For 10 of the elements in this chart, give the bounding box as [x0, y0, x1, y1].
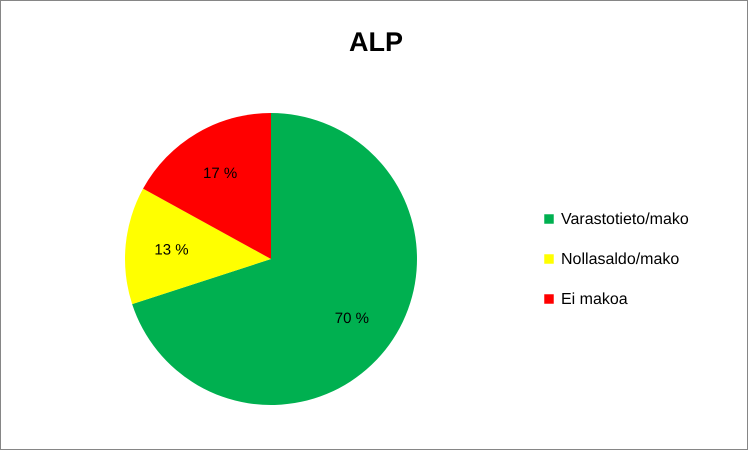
- data-label: 17 %: [202, 164, 238, 182]
- data-label: 13 %: [154, 242, 189, 259]
- pie-slice: [125, 188, 271, 304]
- pie-slice: [143, 113, 271, 259]
- pie-slice: [132, 113, 417, 405]
- chart-title: ALP: [349, 27, 403, 57]
- data-label: 70 %: [334, 310, 370, 327]
- legend-label: Nollasaldo/mako: [561, 251, 680, 268]
- legend-label: Varastotieto/mako: [561, 211, 689, 228]
- legend-label: Ei makoa: [561, 291, 628, 308]
